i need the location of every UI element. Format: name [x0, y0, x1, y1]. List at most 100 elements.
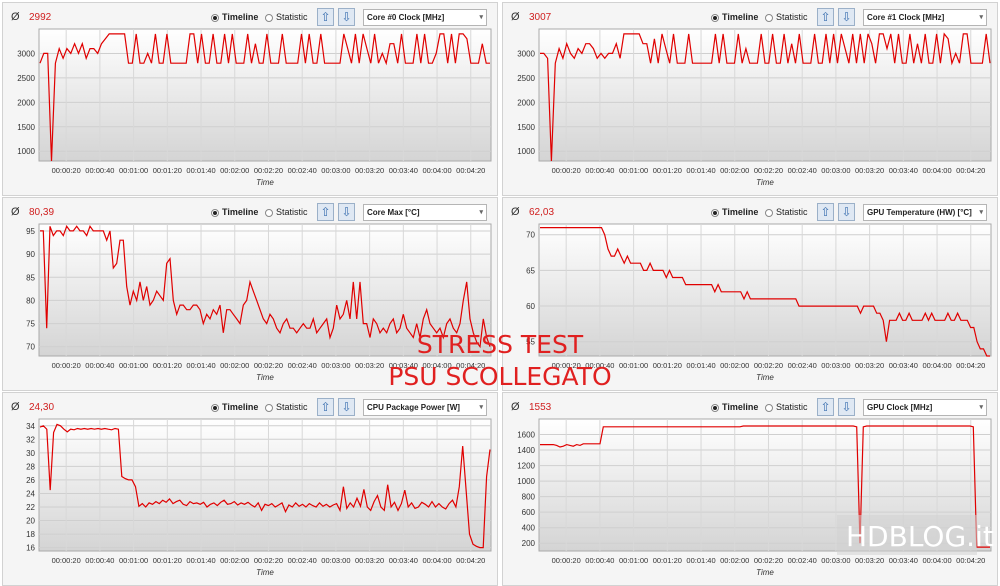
- x-tick-label: 00:00:40: [585, 556, 614, 565]
- x-tick-label: 00:03:00: [821, 556, 850, 565]
- y-tick-label: 200: [522, 539, 536, 548]
- y-tick-label: 16: [26, 544, 35, 553]
- y-tick-label: 30: [26, 449, 35, 458]
- timeline-radio[interactable]: [711, 209, 719, 217]
- y-tick-label: 3000: [517, 49, 535, 58]
- arrow-up-button[interactable]: ⇧: [817, 398, 834, 416]
- y-tick-label: 65: [526, 266, 535, 275]
- statistic-label[interactable]: Statistic: [276, 12, 308, 22]
- x-tick-label: 00:01:20: [153, 166, 182, 175]
- sensor-select[interactable]: Core #1 Clock [MHz] ▾: [863, 9, 987, 26]
- statistic-radio[interactable]: [265, 209, 273, 217]
- timeline-label[interactable]: Timeline: [222, 12, 259, 22]
- x-tick-label: 00:01:20: [653, 556, 682, 565]
- chart-plot: 3000 2500 2000 1500 1000 00:00:20 00:00:40 00:0…: [517, 28, 992, 187]
- arrow-up-button[interactable]: ⇧: [317, 398, 334, 416]
- panel-header: Ø 3007 Timeline Statistic ⇧ ⇩ Core #1 Clock [M…: [503, 3, 997, 33]
- sensor-select[interactable]: Core #0 Clock [MHz] ▾: [363, 9, 487, 26]
- chart-plot: 34 32 30 28 26 24 22 20 18 16 00:00:20 00:00:40 00:0…: [26, 418, 492, 577]
- chevron-down-icon: ▾: [979, 14, 983, 21]
- x-tick-label: 00:02:00: [720, 166, 749, 175]
- x-tick-label: 00:03:20: [855, 361, 884, 370]
- arrow-down-button[interactable]: ⇩: [338, 8, 355, 26]
- sensor-select-value: Core #1 Clock [MHz]: [867, 13, 945, 22]
- x-tick-label: 00:02:00: [220, 361, 249, 370]
- statistic-radio[interactable]: [265, 14, 273, 22]
- average-icon: Ø: [511, 401, 520, 413]
- statistic-label[interactable]: Statistic: [776, 12, 808, 22]
- x-tick-label: 00:03:40: [389, 166, 418, 175]
- average-value: 2992: [29, 12, 52, 23]
- x-tick-label: 00:01:00: [619, 361, 648, 370]
- average-icon: Ø: [11, 401, 20, 413]
- statistic-radio[interactable]: [265, 404, 273, 412]
- sensor-select[interactable]: CPU Package Power [W] ▾: [363, 399, 487, 416]
- sensor-select-value: GPU Temperature (HW) [°C]: [867, 208, 972, 217]
- x-tick-label: 00:02:40: [288, 556, 317, 565]
- y-tick-label: 1200: [517, 462, 535, 471]
- chart-plot: 3000 2500 2000 1500 1000 00:00:20 00:00:40 00:0…: [17, 28, 492, 187]
- average-value: 3007: [529, 12, 552, 23]
- arrow-down-button[interactable]: ⇩: [838, 398, 855, 416]
- x-tick-label: 00:03:00: [821, 166, 850, 175]
- arrow-down-button[interactable]: ⇩: [338, 203, 355, 221]
- timeline-radio[interactable]: [211, 14, 219, 22]
- statistic-label[interactable]: Statistic: [276, 207, 308, 217]
- statistic-radio[interactable]: [765, 209, 773, 217]
- x-tick-label: 00:00:20: [552, 361, 581, 370]
- statistic-label[interactable]: Statistic: [276, 402, 308, 412]
- timeline-radio[interactable]: [211, 209, 219, 217]
- sensor-select[interactable]: Core Max [°C] ▾: [363, 204, 487, 221]
- timeline-label[interactable]: Timeline: [222, 207, 259, 217]
- x-tick-label: 00:03:20: [355, 166, 384, 175]
- statistic-label[interactable]: Statistic: [776, 207, 808, 217]
- y-tick-label: 85: [26, 273, 35, 282]
- y-tick-label: 800: [522, 493, 536, 502]
- panel-header: Ø 80,39 Timeline Statistic ⇧ ⇩ Core Max [°C] ▾: [3, 198, 497, 228]
- timeline-label[interactable]: Timeline: [722, 12, 759, 22]
- timeline-label[interactable]: Timeline: [722, 207, 759, 217]
- y-tick-label: 32: [26, 435, 35, 444]
- x-axis-label: Time: [256, 178, 274, 187]
- timeline-radio[interactable]: [711, 14, 719, 22]
- x-tick-label: 00:04:00: [922, 556, 951, 565]
- x-tick-label: 00:00:20: [52, 166, 81, 175]
- x-tick-label: 00:04:00: [922, 361, 951, 370]
- x-axis-label: Time: [256, 373, 274, 382]
- average-icon: Ø: [11, 11, 20, 23]
- x-tick-label: 00:04:00: [422, 361, 451, 370]
- x-tick-label: 00:00:20: [52, 361, 81, 370]
- arrow-down-button[interactable]: ⇩: [838, 8, 855, 26]
- y-tick-label: 2500: [517, 74, 535, 83]
- sensor-select[interactable]: GPU Temperature (HW) [°C] ▾: [863, 204, 987, 221]
- x-tick-label: 00:00:20: [552, 556, 581, 565]
- arrow-up-button[interactable]: ⇧: [317, 203, 334, 221]
- sensor-select-value: GPU Clock [MHz]: [867, 403, 933, 412]
- timeline-label[interactable]: Timeline: [222, 402, 259, 412]
- chart-panel-cpupower: Ø 24,30 Timeline Statistic ⇧ ⇩ CPU Package Pow…: [2, 392, 498, 586]
- average-value: 80,39: [29, 207, 55, 218]
- arrow-up-button[interactable]: ⇧: [317, 8, 334, 26]
- arrow-up-button[interactable]: ⇧: [817, 203, 834, 221]
- arrow-up-button[interactable]: ⇧: [817, 8, 834, 26]
- y-tick-label: 3000: [17, 49, 35, 58]
- timeline-label[interactable]: Timeline: [722, 402, 759, 412]
- watermark-box: [837, 515, 977, 555]
- statistic-radio[interactable]: [765, 404, 773, 412]
- x-tick-label: 00:04:20: [956, 166, 985, 175]
- chart-panel-gpuclock: Ø 1553 Timeline Statistic ⇧ ⇩ GPU Clock [MHz] ▾…: [502, 392, 998, 586]
- y-tick-label: 400: [522, 524, 536, 533]
- timeline-radio[interactable]: [211, 404, 219, 412]
- chart-panel-coremax: Ø 80,39 Timeline Statistic ⇧ ⇩ Core Max [°C] ▾ 9…: [2, 197, 498, 391]
- statistic-radio[interactable]: [765, 14, 773, 22]
- timeline-radio[interactable]: [711, 404, 719, 412]
- arrow-down-button[interactable]: ⇩: [338, 398, 355, 416]
- y-tick-label: 600: [522, 508, 536, 517]
- statistic-label[interactable]: Statistic: [776, 402, 808, 412]
- arrow-down-button[interactable]: ⇩: [838, 203, 855, 221]
- x-tick-label: 00:00:40: [85, 556, 114, 565]
- chart-plot: 95 90 85 80 75 70 00:00:20 00:00:40 00:01:00 00:0…: [26, 223, 492, 382]
- sensor-select[interactable]: GPU Clock [MHz] ▾: [863, 399, 987, 416]
- x-tick-label: 00:00:40: [585, 361, 614, 370]
- x-tick-label: 00:01:20: [153, 556, 182, 565]
